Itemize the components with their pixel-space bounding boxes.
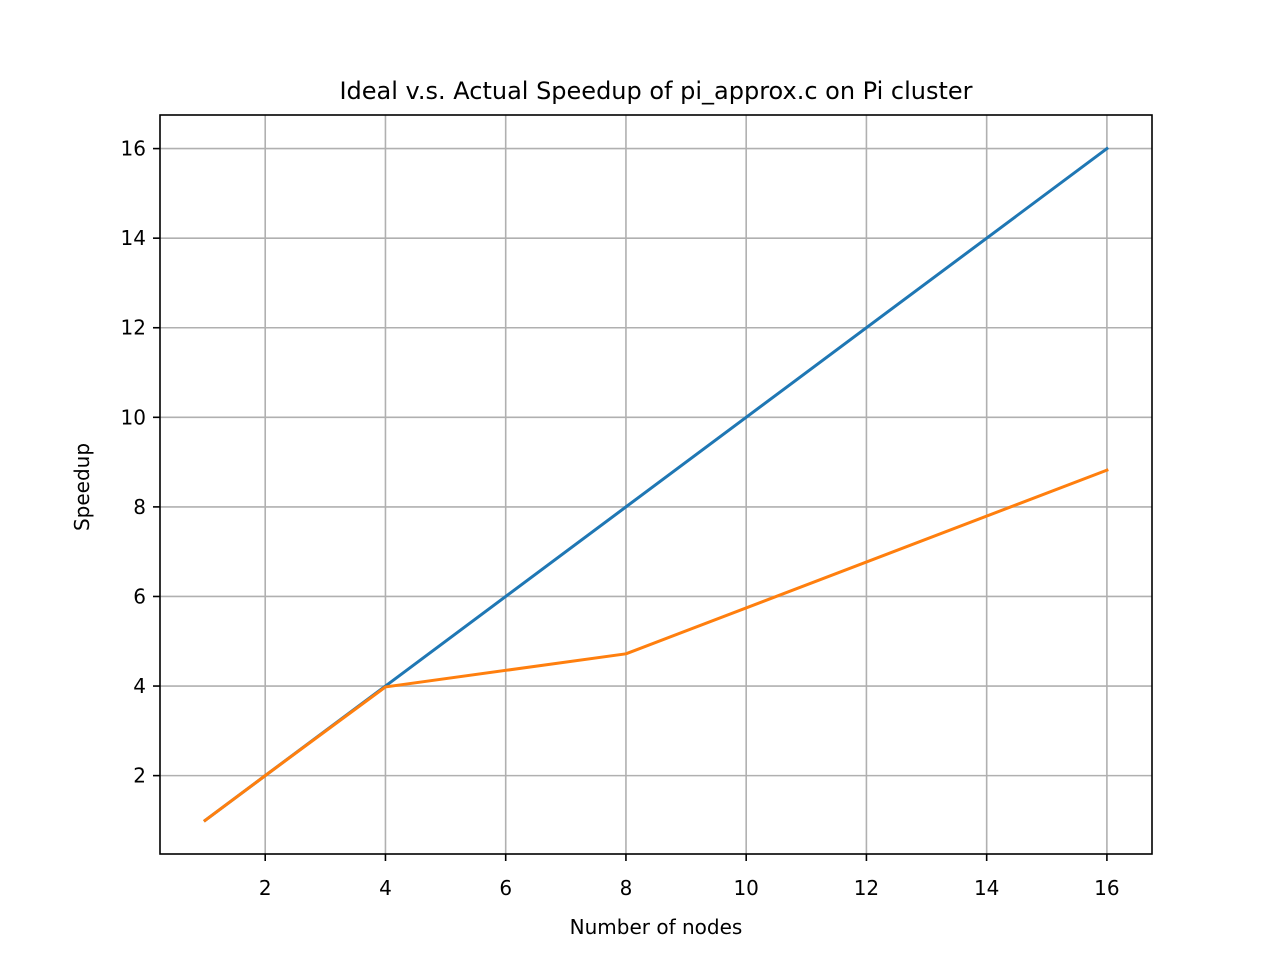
- grid-lines: [160, 115, 1152, 854]
- axis-ticks: 2 4 6 8 10 12 14 16 2 4 6 8 10 12 14 16: [121, 137, 1120, 900]
- x-tick-label: 6: [499, 876, 512, 900]
- x-tick-label: 14: [974, 876, 999, 900]
- y-tick-label: 4: [133, 674, 146, 698]
- y-tick-label: 6: [133, 584, 146, 608]
- x-axis-label: Number of nodes: [570, 915, 743, 939]
- x-tick-label: 12: [854, 876, 879, 900]
- y-tick-label: 8: [133, 495, 146, 519]
- series-actual-line: [202, 468, 1109, 823]
- chart-title: Ideal v.s. Actual Speedup of pi_approx.c…: [339, 77, 972, 105]
- x-tick-label: 10: [733, 876, 758, 900]
- x-tick-label: 4: [379, 876, 392, 900]
- y-tick-label: 2: [133, 764, 146, 788]
- x-tick-label: 2: [259, 876, 272, 900]
- plot-frame: [159, 114, 1153, 855]
- x-tick-label: 8: [620, 876, 633, 900]
- y-tick-label: 12: [121, 316, 146, 340]
- y-tick-label: 16: [121, 137, 146, 161]
- y-tick-label: 10: [121, 405, 146, 429]
- y-tick-label: 14: [121, 226, 146, 250]
- x-tick-label: 16: [1094, 876, 1119, 900]
- y-axis-label: Speedup: [70, 443, 94, 531]
- series-lines: [202, 146, 1110, 823]
